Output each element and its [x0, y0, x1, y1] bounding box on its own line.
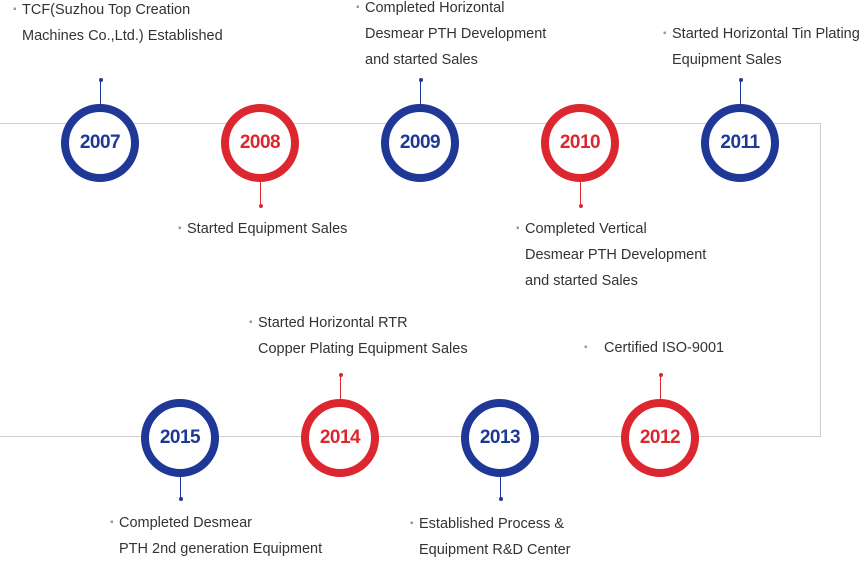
- milestone-description: ▪ TCF(Suzhou Top Creation Machines Co.,Ltd…: [13, 0, 223, 49]
- milestone-text-line: Equipment R&D Center: [419, 542, 571, 558]
- year-circle-2012: 2012: [621, 399, 699, 477]
- year-label: 2014: [319, 427, 361, 448]
- milestone-text-line: Started Horizontal Tin Plating: [672, 26, 860, 42]
- milestone-text-line: and started Sales: [365, 52, 478, 68]
- bullet-icon: ▪: [516, 223, 520, 234]
- year-label: 2010: [559, 132, 601, 153]
- year-circle-2010: 2010: [541, 104, 619, 182]
- year-label: 2011: [720, 132, 760, 153]
- milestone-text-line: Completed Desmear: [119, 515, 252, 531]
- year-circle-2007: 2007: [61, 104, 139, 182]
- milestone-connector: [180, 477, 181, 499]
- year-label: 2012: [639, 427, 681, 448]
- milestone-connector-dot: [738, 78, 743, 82]
- milestone-text-line: Desmear PTH Development: [525, 247, 707, 263]
- milestone-description: ▪ Certified ISO-9001: [584, 335, 725, 361]
- bullet-icon: ▪: [663, 28, 667, 39]
- milestone-connector: [580, 182, 581, 206]
- milestone-text-line: Certified ISO-9001: [604, 340, 725, 356]
- year-circle-2015: 2015: [141, 399, 219, 477]
- milestone-connector-dot: [338, 373, 343, 377]
- milestone-connector-dot: [258, 204, 263, 208]
- milestone-text-line: TCF(Suzhou Top Creation: [22, 2, 191, 18]
- bullet-icon: ▪: [13, 4, 17, 15]
- milestone-text-line: Equipment Sales: [672, 52, 782, 68]
- bullet-icon: ▪: [410, 518, 414, 529]
- milestone-connector: [660, 375, 661, 399]
- milestone-text-line: Established Process &: [419, 516, 565, 532]
- year-label: 2009: [399, 132, 441, 153]
- year-circle-2011: 2011: [701, 104, 779, 182]
- milestone-connector-dot: [178, 497, 183, 501]
- milestone-description: ▪ Established Process & Equipment R&D Cent…: [410, 511, 571, 563]
- milestone-text-line: Started Equipment Sales: [187, 221, 348, 237]
- year-label: 2008: [239, 132, 281, 153]
- bullet-icon: ▪: [356, 2, 360, 13]
- milestone-description: ▪ Started Horizontal Tin Plating Equipment…: [663, 21, 860, 73]
- milestone-text-line: Desmear PTH Development: [365, 26, 547, 42]
- milestone-connector: [740, 80, 741, 104]
- year-label: 2013: [479, 427, 521, 448]
- milestone-text-line: Copper Plating Equipment Sales: [258, 341, 468, 357]
- bullet-icon: ▪: [249, 317, 253, 328]
- year-circle-2008: 2008: [221, 104, 299, 182]
- bullet-icon: ▪: [178, 223, 182, 234]
- milestone-connector-dot: [658, 373, 663, 377]
- milestone-description: ▪ Completed Vertical Desmear PTH Developme…: [516, 216, 707, 294]
- milestone-text-line: and started Sales: [525, 273, 638, 289]
- milestone-text-line: Started Horizontal RTR: [258, 315, 408, 331]
- milestone-connector: [260, 182, 261, 206]
- milestone-description: ▪ Started Equipment Sales: [178, 216, 348, 242]
- milestone-connector-dot: [498, 497, 503, 501]
- bullet-icon: ▪: [110, 517, 114, 528]
- bullet-icon: ▪: [584, 342, 588, 353]
- milestone-description: ▪ Completed Desmear PTH 2nd generation Equ…: [110, 510, 323, 562]
- year-label: 2015: [159, 427, 201, 448]
- milestone-connector-dot: [418, 78, 423, 82]
- year-circle-2009: 2009: [381, 104, 459, 182]
- year-circle-2014: 2014: [301, 399, 379, 477]
- milestone-description: ▪ Completed Horizontal Desmear PTH Develop…: [356, 0, 547, 73]
- milestone-description: ▪ Started Horizontal RTR Copper Plating Eq…: [249, 310, 468, 362]
- milestone-connector: [100, 80, 101, 104]
- milestone-text-line: Completed Vertical: [525, 221, 647, 237]
- milestone-text-line: Completed Horizontal: [365, 0, 505, 16]
- milestone-text-line: PTH 2nd generation Equipment: [119, 541, 323, 557]
- milestone-connector: [340, 375, 341, 399]
- milestone-connector: [500, 477, 501, 499]
- milestone-connector: [420, 80, 421, 104]
- milestone-text-line: Machines Co.,Ltd.) Established: [22, 28, 223, 44]
- milestone-connector-dot: [578, 204, 583, 208]
- year-circle-2013: 2013: [461, 399, 539, 477]
- year-label: 2007: [79, 132, 121, 153]
- milestone-connector-dot: [98, 78, 103, 82]
